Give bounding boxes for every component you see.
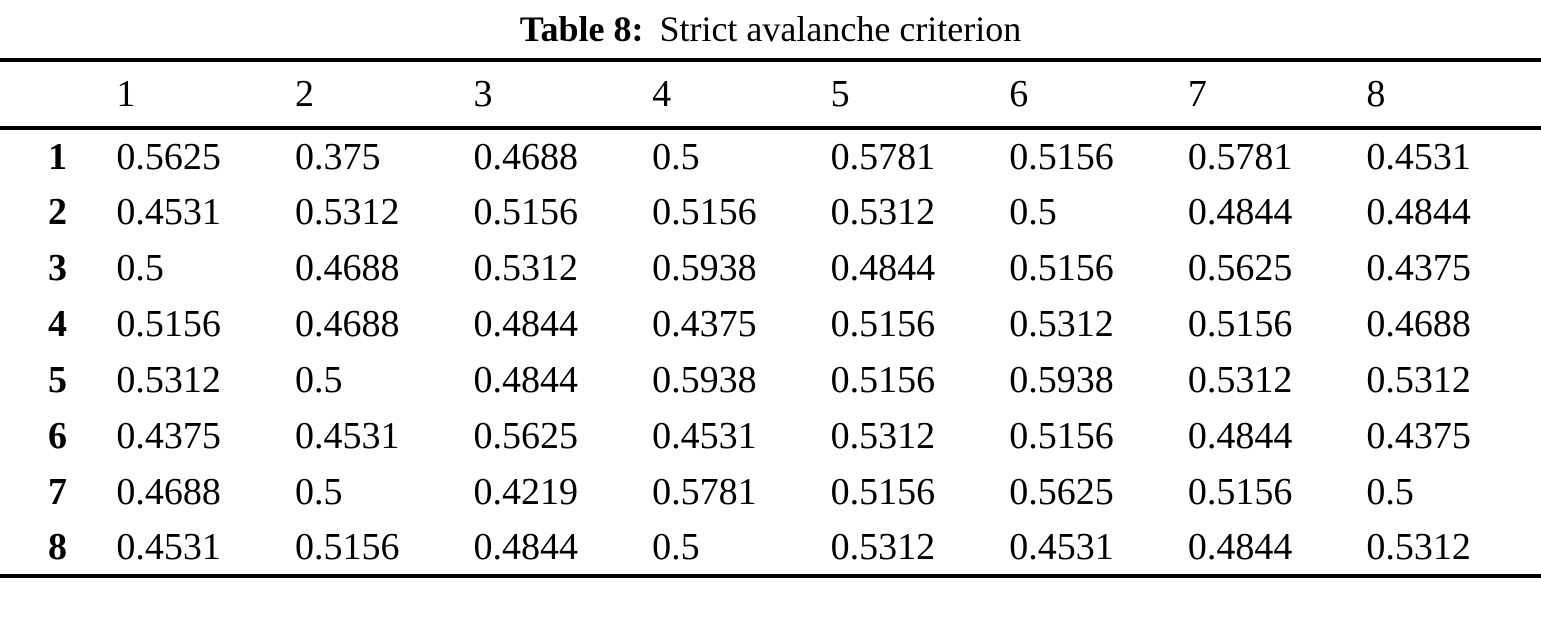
- table-cell: 0.5625: [1009, 471, 1114, 513]
- table-row: 3 0.5 0.4688 0.5312 0.5938 0.4844 0.5156…: [0, 240, 1541, 296]
- table-cell: 0.5625: [473, 415, 579, 457]
- row-header: 8: [48, 526, 67, 568]
- table-row: 7 0.4688 0.5 0.4219 0.5781 0.5156 0.5625…: [0, 464, 1541, 520]
- table-cell: 0.5312: [116, 359, 221, 401]
- column-header: 7: [1187, 73, 1207, 115]
- row-header: 1: [48, 136, 67, 178]
- row-header: 5: [48, 359, 67, 401]
- table-cell: 0.4844: [1366, 191, 1471, 233]
- table-caption-text: Strict avalanche criterion: [659, 9, 1022, 49]
- table-cell: 0.5: [652, 136, 700, 178]
- row-header: 4: [48, 303, 67, 345]
- column-header: 1: [116, 73, 136, 115]
- table-cell: 0.5156: [1187, 303, 1293, 345]
- table-cell: 0.5156: [1009, 247, 1114, 289]
- table-cell: 0.4531: [116, 191, 221, 233]
- table-caption-label: Table 8:: [519, 9, 644, 49]
- table-cell: 0.5312: [830, 191, 936, 233]
- table-row: 1 0.5625 0.375 0.4688 0.5 0.5781 0.5156 …: [0, 128, 1541, 184]
- table-cell: 0.5156: [473, 191, 579, 233]
- table-cell: 0.4844: [1187, 415, 1293, 457]
- table-cell: 0.4844: [1187, 191, 1293, 233]
- table-cell: 0.5156: [830, 359, 936, 401]
- table-cell: 0.5: [294, 471, 343, 513]
- table-cell: 0.5781: [652, 471, 757, 513]
- column-header: 6: [1009, 73, 1029, 115]
- table-cell: 0.4844: [830, 247, 936, 289]
- table-cell: 0.4688: [116, 471, 221, 513]
- table-cell: 0.375: [294, 136, 381, 178]
- table-cell: 0.4844: [473, 526, 579, 568]
- table-cell: 0.5312: [1009, 303, 1114, 345]
- table-cell: 0.5312: [830, 526, 936, 568]
- table-cell: 0.5625: [1187, 247, 1293, 289]
- column-header: 3: [473, 73, 493, 115]
- row-header: 7: [48, 471, 67, 513]
- table-row: 5 0.5312 0.5 0.4844 0.5938 0.5156 0.5938…: [0, 352, 1541, 408]
- table-cell: 0.5312: [830, 415, 936, 457]
- table-cell: 0.5156: [1187, 471, 1293, 513]
- table-cell: 0.5: [652, 526, 700, 568]
- column-header: 2: [294, 73, 314, 115]
- table-cell: 0.5156: [830, 303, 936, 345]
- table-cell: 0.5: [1009, 191, 1057, 233]
- table-cell: 0.5312: [1366, 526, 1471, 568]
- table-row: 8 0.4531 0.5156 0.4844 0.5 0.5312 0.4531…: [0, 520, 1541, 576]
- corner-cell: [0, 60, 112, 128]
- table-cell: 0.5312: [1187, 359, 1293, 401]
- row-header: 6: [48, 415, 67, 457]
- table-cell: 0.5938: [652, 359, 757, 401]
- table-cell: 0.5: [294, 359, 343, 401]
- table-cell: 0.4531: [652, 415, 757, 457]
- table-cell: 0.4688: [294, 247, 400, 289]
- table-cell: 0.5156: [652, 191, 757, 233]
- table-cell: 0.4531: [116, 526, 221, 568]
- table-cell: 0.5156: [116, 303, 221, 345]
- table-cell: 0.4688: [1366, 303, 1471, 345]
- table-cell: 0.4375: [652, 303, 757, 345]
- table-cell: 0.5156: [830, 471, 936, 513]
- table-cell: 0.4531: [1366, 136, 1471, 178]
- table-cell: 0.5156: [294, 526, 400, 568]
- table-cell: 0.4219: [473, 471, 579, 513]
- table-cell: 0.5625: [116, 136, 221, 178]
- table-header-row: 1 2 3 4 5 6 7 8: [0, 60, 1541, 128]
- table-cell: 0.5781: [1187, 136, 1293, 178]
- table-row: 4 0.5156 0.4688 0.4844 0.4375 0.5156 0.5…: [0, 296, 1541, 352]
- row-header: 2: [48, 191, 67, 233]
- table-cell: 0.5312: [1366, 359, 1471, 401]
- table-cell: 0.5: [116, 247, 164, 289]
- column-header: 4: [652, 73, 672, 115]
- table-cell: 0.5: [1366, 471, 1414, 513]
- column-header: 8: [1366, 73, 1386, 115]
- table-cell: 0.4531: [294, 415, 400, 457]
- table-caption: Table 8: Strict avalanche criterion: [0, 0, 1541, 58]
- table-row: 6 0.4375 0.4531 0.5625 0.4531 0.5312 0.5…: [0, 408, 1541, 464]
- table-cell: 0.4375: [116, 415, 221, 457]
- table-cell: 0.4688: [294, 303, 400, 345]
- table-cell: 0.5938: [1009, 359, 1114, 401]
- table-cell: 0.5312: [294, 191, 400, 233]
- column-header: 5: [830, 73, 850, 115]
- table-cell: 0.5312: [473, 247, 579, 289]
- table-row: 2 0.4531 0.5312 0.5156 0.5156 0.5312 0.5…: [0, 184, 1541, 240]
- table-cell: 0.4531: [1009, 526, 1114, 568]
- table-cell: 0.5781: [830, 136, 936, 178]
- table-cell: 0.5938: [652, 247, 757, 289]
- table-cell: 0.4844: [473, 303, 579, 345]
- table-cell: 0.4844: [1187, 526, 1293, 568]
- sac-table: 1 2 3 4 5 6 7 8 1 0.5625 0.375 0.4688 0.…: [0, 58, 1541, 578]
- table-cell: 0.4844: [473, 359, 579, 401]
- table-cell: 0.5156: [1009, 415, 1114, 457]
- table-cell: 0.4375: [1366, 415, 1471, 457]
- table-cell: 0.5156: [1009, 136, 1114, 178]
- row-header: 3: [48, 247, 67, 289]
- table-cell: 0.4688: [473, 136, 579, 178]
- table-cell: 0.4375: [1366, 247, 1471, 289]
